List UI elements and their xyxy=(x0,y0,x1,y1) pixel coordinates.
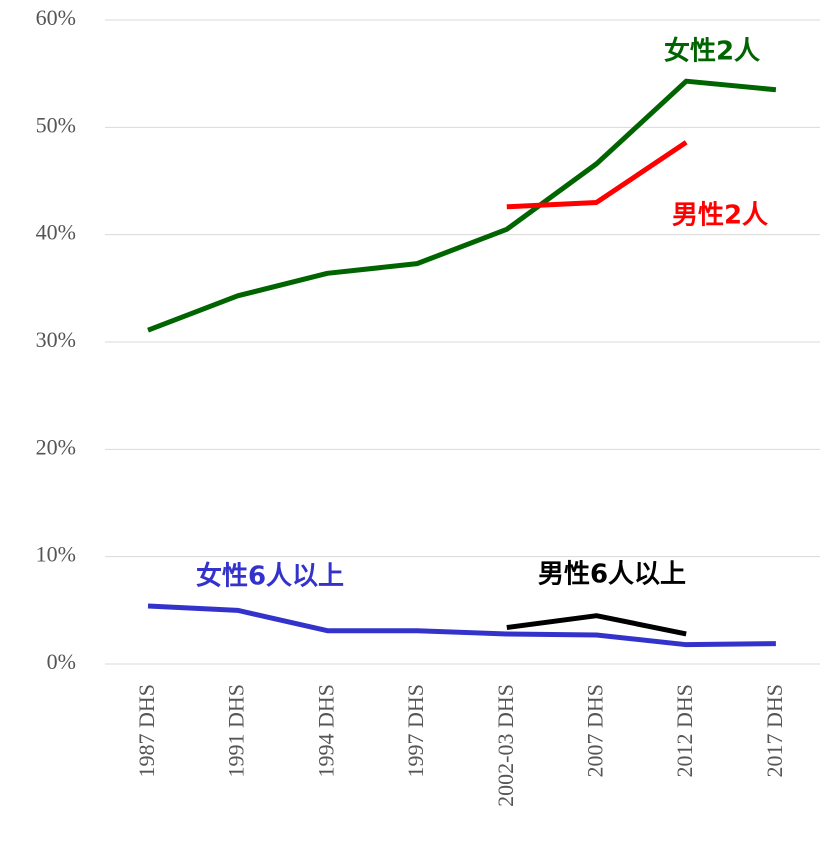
x-tick-label: 1994 DHS xyxy=(313,684,338,778)
series-label: 女性6人以上 xyxy=(196,561,344,592)
x-tick-label: 2012 DHS xyxy=(672,684,697,778)
series-line xyxy=(147,78,777,333)
y-tick-label: 20% xyxy=(36,434,76,459)
y-tick-label: 10% xyxy=(36,542,76,567)
series-label: 男性6人以上 xyxy=(538,560,686,590)
y-tick-label: 0% xyxy=(47,649,76,674)
series-label: 男性2人 xyxy=(672,201,768,231)
series-label: 女性2人 xyxy=(664,36,760,67)
x-tick-label: 1991 DHS xyxy=(224,684,249,778)
x-tick-label: 1987 DHS xyxy=(134,684,159,778)
series-line xyxy=(147,603,776,648)
y-tick-label: 40% xyxy=(36,220,76,245)
x-tick-label: 2017 DHS xyxy=(762,684,787,778)
series-line xyxy=(506,613,687,637)
series-line xyxy=(506,140,688,210)
x-tick-label: 2002-03 DHS xyxy=(493,684,518,807)
y-tick-label: 50% xyxy=(36,112,76,137)
x-tick-label: 2007 DHS xyxy=(583,684,608,778)
x-tick-label: 1997 DHS xyxy=(403,684,428,778)
y-tick-label: 30% xyxy=(36,327,76,352)
y-tick-label: 60% xyxy=(36,5,76,30)
